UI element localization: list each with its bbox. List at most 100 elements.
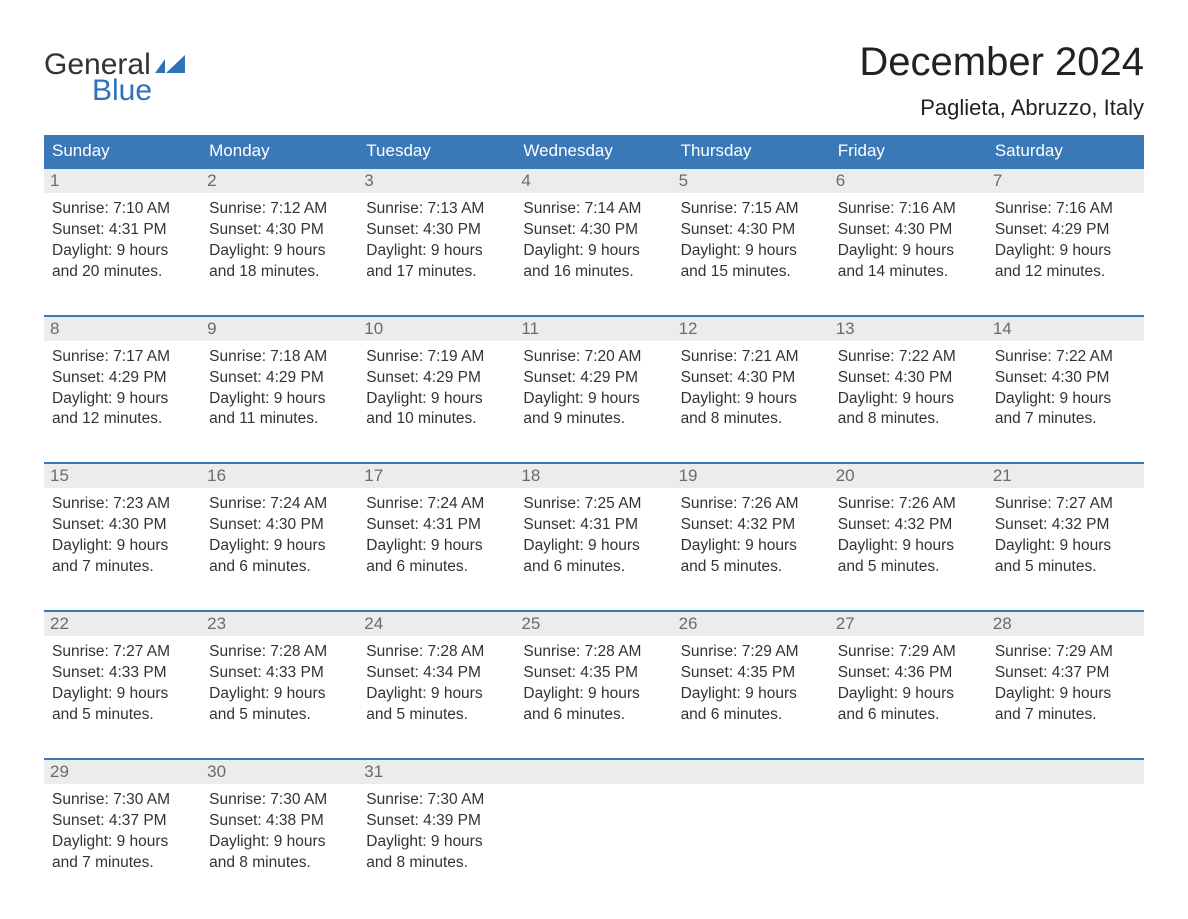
day-number: 22 xyxy=(44,612,201,636)
daylight-text-1: Daylight: 9 hours xyxy=(523,536,666,557)
daylight-text-2: and 17 minutes. xyxy=(366,262,509,283)
daylight-text-1: Daylight: 9 hours xyxy=(681,536,824,557)
daylight-text-2: and 16 minutes. xyxy=(523,262,666,283)
daylight-text-2: and 5 minutes. xyxy=(681,557,824,578)
day-cell: Sunrise: 7:10 AMSunset: 4:31 PMDaylight:… xyxy=(44,193,201,289)
daylight-text-2: and 8 minutes. xyxy=(838,409,981,430)
daylight-text-1: Daylight: 9 hours xyxy=(209,536,352,557)
day-cell: Sunrise: 7:29 AMSunset: 4:36 PMDaylight:… xyxy=(830,636,987,732)
daylight-text-1: Daylight: 9 hours xyxy=(681,389,824,410)
sunrise-text: Sunrise: 7:23 AM xyxy=(52,494,195,515)
daylight-text-1: Daylight: 9 hours xyxy=(209,684,352,705)
sunset-text: Sunset: 4:30 PM xyxy=(209,515,352,536)
daylight-text-1: Daylight: 9 hours xyxy=(995,389,1138,410)
sunrise-text: Sunrise: 7:27 AM xyxy=(52,642,195,663)
sunset-text: Sunset: 4:29 PM xyxy=(209,368,352,389)
sunset-text: Sunset: 4:34 PM xyxy=(366,663,509,684)
daylight-text-2: and 5 minutes. xyxy=(838,557,981,578)
daylight-text-2: and 15 minutes. xyxy=(681,262,824,283)
day-number xyxy=(987,760,1144,784)
sunrise-text: Sunrise: 7:17 AM xyxy=(52,347,195,368)
logo-flag-icon xyxy=(155,55,185,78)
daylight-text-2: and 6 minutes. xyxy=(523,557,666,578)
sunset-text: Sunset: 4:37 PM xyxy=(995,663,1138,684)
logo: General Blue xyxy=(44,48,185,108)
day-number xyxy=(515,760,672,784)
day-cell: Sunrise: 7:16 AMSunset: 4:29 PMDaylight:… xyxy=(987,193,1144,289)
day-cell: Sunrise: 7:13 AMSunset: 4:30 PMDaylight:… xyxy=(358,193,515,289)
day-number: 29 xyxy=(44,760,201,784)
daylight-text-2: and 12 minutes. xyxy=(995,262,1138,283)
day-number: 27 xyxy=(830,612,987,636)
day-header: Friday xyxy=(830,135,987,167)
daylight-text-2: and 5 minutes. xyxy=(366,705,509,726)
daylight-text-2: and 6 minutes. xyxy=(523,705,666,726)
daylight-text-1: Daylight: 9 hours xyxy=(838,241,981,262)
day-header: Tuesday xyxy=(358,135,515,167)
sunrise-text: Sunrise: 7:12 AM xyxy=(209,199,352,220)
day-number: 4 xyxy=(515,169,672,193)
day-header: Monday xyxy=(201,135,358,167)
sunrise-text: Sunrise: 7:29 AM xyxy=(995,642,1138,663)
day-cell xyxy=(673,784,830,880)
daylight-text-1: Daylight: 9 hours xyxy=(52,536,195,557)
week-row: 293031Sunrise: 7:30 AMSunset: 4:37 PMDay… xyxy=(44,758,1144,880)
day-header: Sunday xyxy=(44,135,201,167)
day-number xyxy=(673,760,830,784)
header: General Blue December 2024 Paglieta, Abr… xyxy=(44,40,1144,129)
sunrise-text: Sunrise: 7:30 AM xyxy=(52,790,195,811)
sunset-text: Sunset: 4:30 PM xyxy=(523,220,666,241)
sunset-text: Sunset: 4:30 PM xyxy=(838,220,981,241)
day-number: 23 xyxy=(201,612,358,636)
daylight-text-1: Daylight: 9 hours xyxy=(52,832,195,853)
daylight-text-2: and 5 minutes. xyxy=(209,705,352,726)
sunset-text: Sunset: 4:30 PM xyxy=(838,368,981,389)
day-cell: Sunrise: 7:21 AMSunset: 4:30 PMDaylight:… xyxy=(673,341,830,437)
daylight-text-1: Daylight: 9 hours xyxy=(995,241,1138,262)
day-cell: Sunrise: 7:30 AMSunset: 4:38 PMDaylight:… xyxy=(201,784,358,880)
daylight-text-2: and 12 minutes. xyxy=(52,409,195,430)
title-block: December 2024 Paglieta, Abruzzo, Italy xyxy=(859,40,1144,129)
day-number: 18 xyxy=(515,464,672,488)
daylight-text-2: and 5 minutes. xyxy=(52,705,195,726)
sunrise-text: Sunrise: 7:15 AM xyxy=(681,199,824,220)
sunset-text: Sunset: 4:33 PM xyxy=(52,663,195,684)
sunrise-text: Sunrise: 7:27 AM xyxy=(995,494,1138,515)
daylight-text-1: Daylight: 9 hours xyxy=(523,389,666,410)
daylight-text-2: and 6 minutes. xyxy=(681,705,824,726)
sunrise-text: Sunrise: 7:28 AM xyxy=(366,642,509,663)
day-number: 14 xyxy=(987,317,1144,341)
day-number: 21 xyxy=(987,464,1144,488)
day-number: 25 xyxy=(515,612,672,636)
day-number: 1 xyxy=(44,169,201,193)
daylight-text-2: and 7 minutes. xyxy=(995,705,1138,726)
day-number-row: 891011121314 xyxy=(44,317,1144,341)
day-cell: Sunrise: 7:24 AMSunset: 4:30 PMDaylight:… xyxy=(201,488,358,584)
day-number: 6 xyxy=(830,169,987,193)
day-cell: Sunrise: 7:19 AMSunset: 4:29 PMDaylight:… xyxy=(358,341,515,437)
daylight-text-1: Daylight: 9 hours xyxy=(366,241,509,262)
day-cell xyxy=(830,784,987,880)
day-number: 17 xyxy=(358,464,515,488)
sunrise-text: Sunrise: 7:20 AM xyxy=(523,347,666,368)
week-row: 15161718192021Sunrise: 7:23 AMSunset: 4:… xyxy=(44,462,1144,584)
day-cell xyxy=(987,784,1144,880)
sunset-text: Sunset: 4:35 PM xyxy=(523,663,666,684)
sunrise-text: Sunrise: 7:22 AM xyxy=(995,347,1138,368)
sunset-text: Sunset: 4:29 PM xyxy=(52,368,195,389)
sunset-text: Sunset: 4:29 PM xyxy=(523,368,666,389)
sunrise-text: Sunrise: 7:24 AM xyxy=(209,494,352,515)
daylight-text-2: and 8 minutes. xyxy=(366,853,509,874)
sunrise-text: Sunrise: 7:30 AM xyxy=(366,790,509,811)
day-cell: Sunrise: 7:27 AMSunset: 4:32 PMDaylight:… xyxy=(987,488,1144,584)
day-cell: Sunrise: 7:24 AMSunset: 4:31 PMDaylight:… xyxy=(358,488,515,584)
day-cell: Sunrise: 7:17 AMSunset: 4:29 PMDaylight:… xyxy=(44,341,201,437)
daylight-text-1: Daylight: 9 hours xyxy=(52,241,195,262)
daylight-text-1: Daylight: 9 hours xyxy=(366,389,509,410)
daylight-text-1: Daylight: 9 hours xyxy=(52,684,195,705)
sunset-text: Sunset: 4:30 PM xyxy=(209,220,352,241)
sunrise-text: Sunrise: 7:26 AM xyxy=(681,494,824,515)
daylight-text-1: Daylight: 9 hours xyxy=(838,536,981,557)
day-number: 7 xyxy=(987,169,1144,193)
sunset-text: Sunset: 4:32 PM xyxy=(838,515,981,536)
